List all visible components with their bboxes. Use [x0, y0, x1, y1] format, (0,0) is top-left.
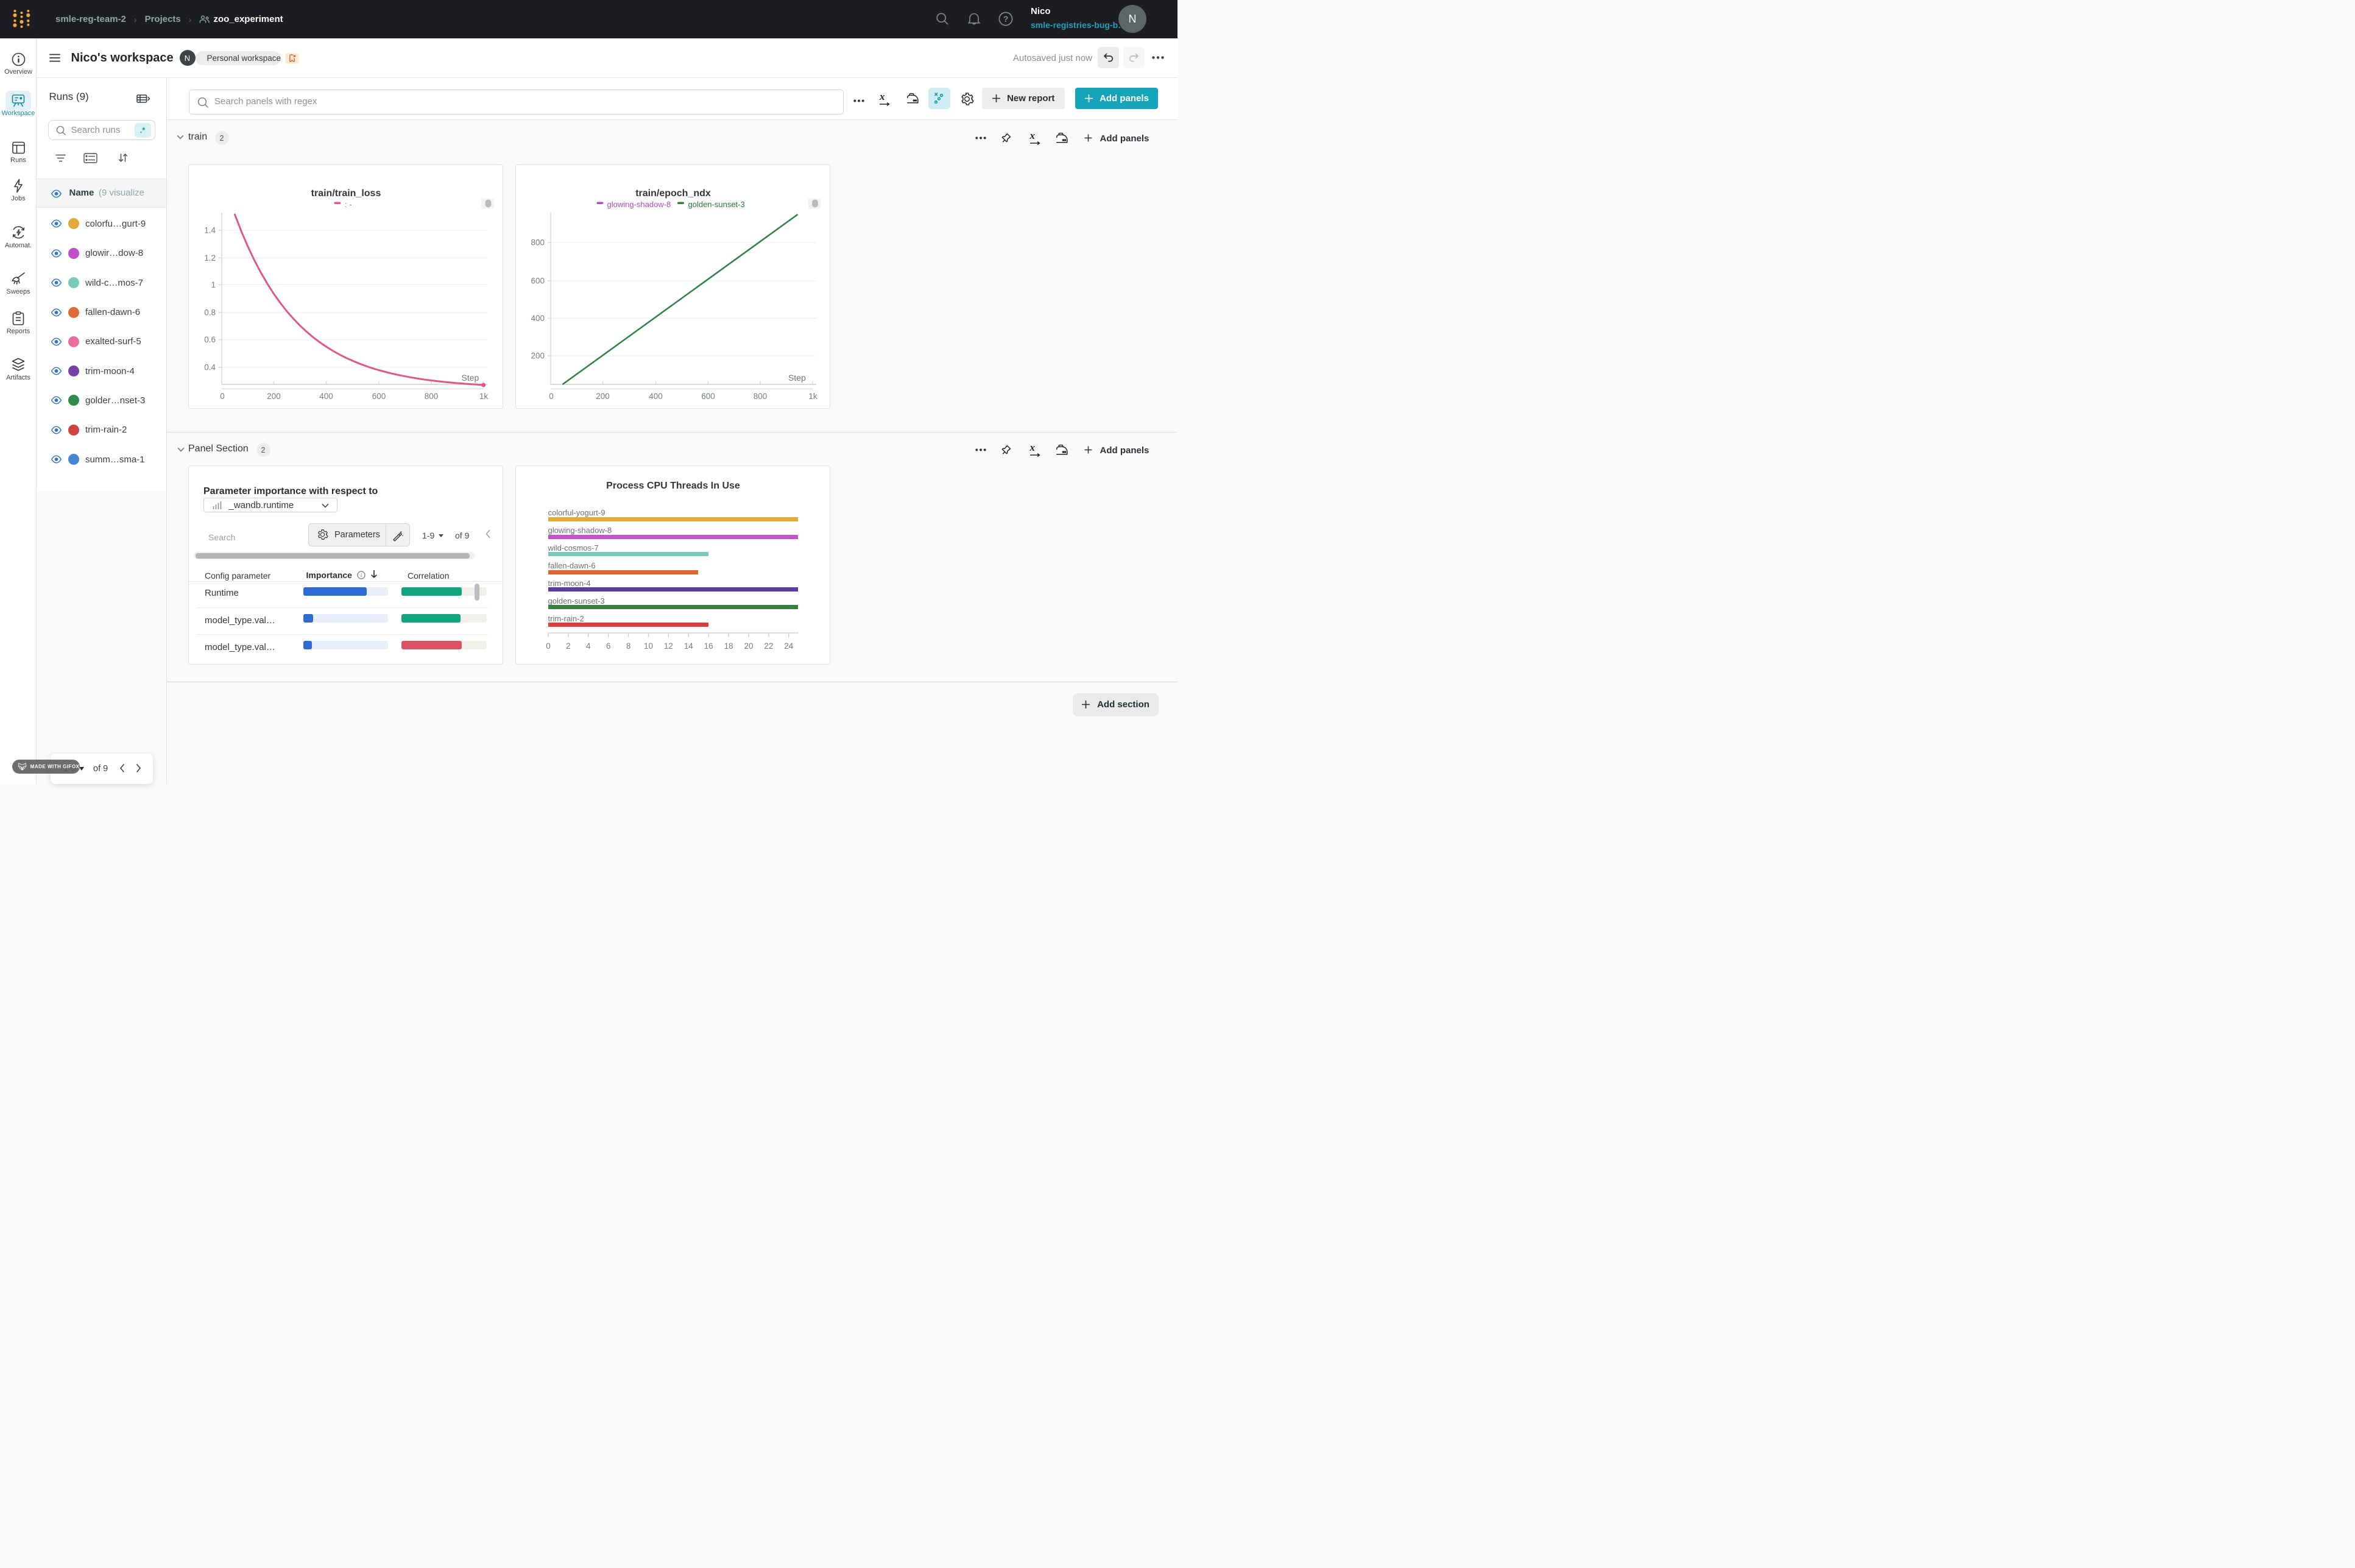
- svg-text:train/train_loss: train/train_loss: [311, 188, 381, 199]
- svg-text:400: 400: [319, 392, 333, 401]
- svg-text:200: 200: [596, 392, 610, 401]
- svg-text:1.4: 1.4: [204, 225, 216, 235]
- svg-text:?: ?: [1003, 14, 1009, 24]
- svg-text:Step: Step: [462, 373, 479, 383]
- svg-text:12: 12: [663, 641, 673, 651]
- svg-text:600: 600: [531, 276, 545, 285]
- svg-text:200: 200: [267, 392, 281, 401]
- svg-text:1k: 1k: [808, 392, 817, 401]
- svg-text:600: 600: [372, 392, 386, 401]
- svg-text:0: 0: [220, 392, 225, 401]
- svg-text:0: 0: [546, 641, 551, 651]
- svg-text:train/epoch_ndx: train/epoch_ndx: [635, 188, 711, 199]
- svg-text:600: 600: [701, 392, 715, 401]
- svg-text:6: 6: [606, 641, 610, 651]
- svg-text:2: 2: [566, 641, 571, 651]
- svg-text:4: 4: [586, 641, 591, 651]
- svg-text:0.6: 0.6: [204, 335, 216, 344]
- svg-text:10: 10: [643, 641, 652, 651]
- svg-text:800: 800: [425, 392, 439, 401]
- svg-text:400: 400: [531, 314, 545, 323]
- svg-text:0.4: 0.4: [204, 362, 216, 372]
- svg-text:1k: 1k: [479, 392, 489, 401]
- svg-text:400: 400: [649, 392, 663, 401]
- svg-text:200: 200: [531, 351, 545, 360]
- svg-text:14: 14: [683, 641, 693, 651]
- svg-text:Step: Step: [788, 373, 806, 383]
- svg-text:1: 1: [211, 280, 216, 289]
- svg-text:800: 800: [531, 238, 545, 247]
- svg-text:20: 20: [744, 641, 753, 651]
- svg-text:1.2: 1.2: [204, 253, 216, 263]
- svg-text:22: 22: [764, 641, 773, 651]
- svg-text:8: 8: [626, 641, 630, 651]
- svg-text:0: 0: [549, 392, 554, 401]
- svg-text:golden-sunset-3: golden-sunset-3: [688, 200, 744, 209]
- svg-text:18: 18: [724, 641, 733, 651]
- svg-text:24: 24: [784, 641, 794, 651]
- svg-text:glowing-shadow-8: glowing-shadow-8: [607, 200, 671, 209]
- svg-text:: -: : -: [345, 200, 352, 209]
- svg-text:800: 800: [753, 392, 767, 401]
- svg-text:0.8: 0.8: [204, 308, 216, 317]
- svg-text:16: 16: [704, 641, 713, 651]
- svg-text:i: i: [361, 572, 362, 578]
